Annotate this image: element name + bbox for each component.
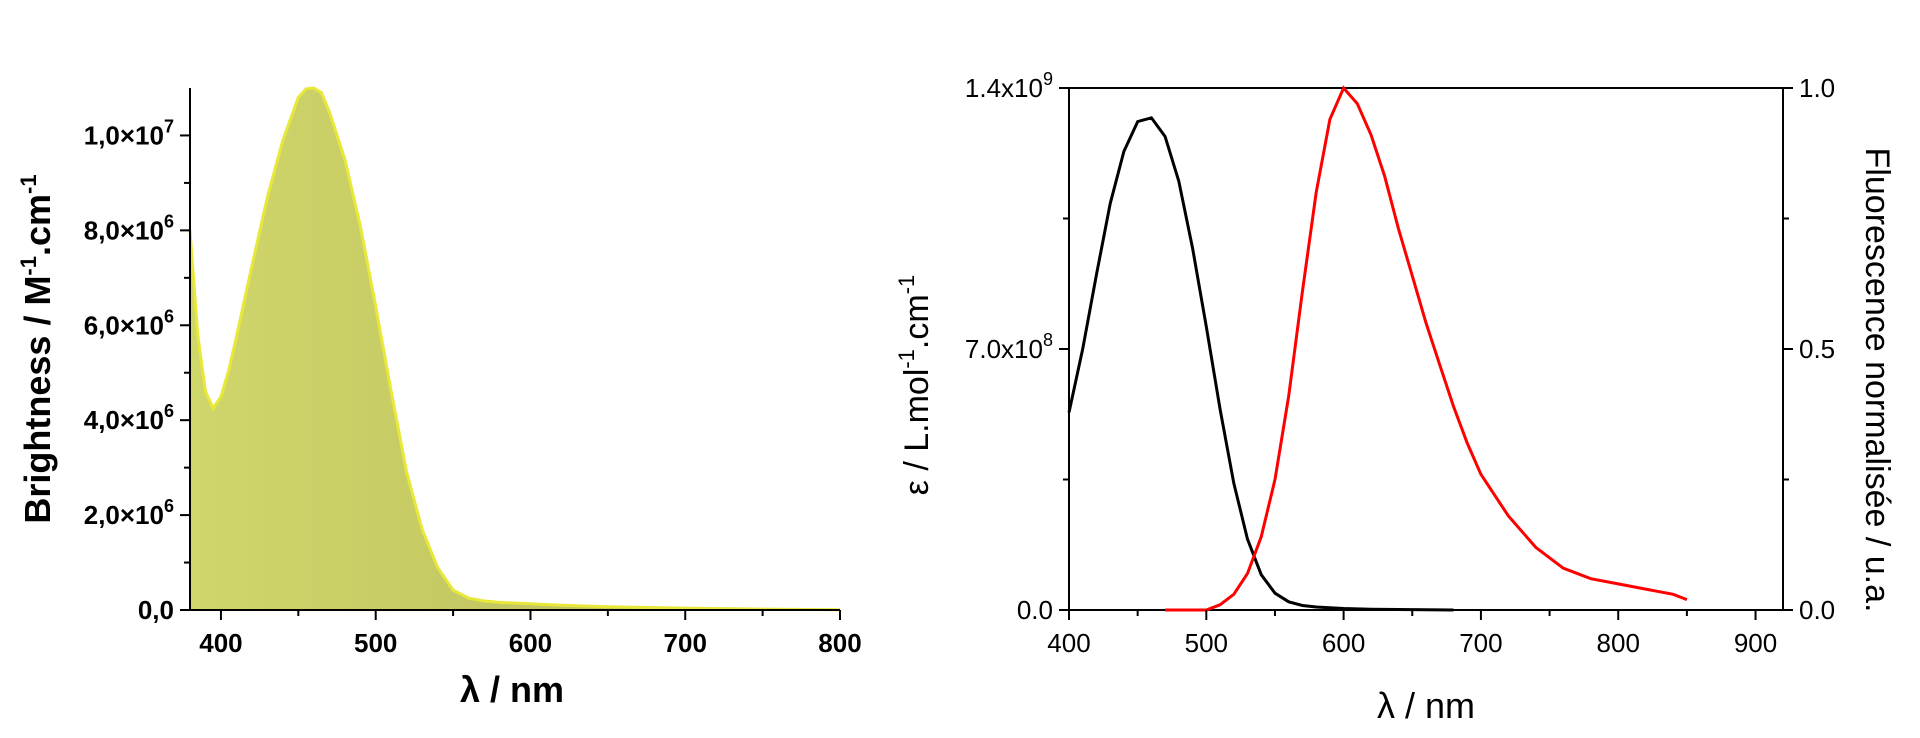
right-chart-frame [1068, 87, 1784, 611]
right-chart-x-axis-label: λ / nm [1377, 685, 1475, 726]
left-y-tick-label: 1,0×107 [84, 116, 174, 150]
fluorescence-curve [1165, 85, 1688, 612]
right-left-y-tick-label: 0.0 [1017, 595, 1053, 625]
left-chart-x-axis-label: λ / nm [460, 669, 564, 710]
right-left-y-tick-label: 7.0x108 [965, 330, 1053, 364]
left-y-tick-label: 2,0×106 [84, 496, 174, 530]
absorption-fluorescence-chart: 400 500 600 700 800 900 0.0 7.0x108 1.4x109 0.0… [894, 69, 1896, 726]
left-y-tick-label: 8,0×106 [84, 211, 174, 245]
right-chart-left-y-axis-label: ε / L.mol-1.cm-1 [894, 275, 936, 496]
left-y-tick-label: 4,0×106 [84, 401, 174, 435]
absorption-curve [1067, 116, 1454, 612]
left-x-tick-label: 500 [354, 628, 397, 658]
left-chart-y-axis-label: Brightness / M-1.cm-1 [16, 174, 58, 523]
left-x-tick-label: 800 [818, 628, 861, 658]
left-x-tick-label: 600 [509, 628, 552, 658]
right-x-tick-label: 500 [1185, 628, 1228, 658]
right-chart-right-y-axis-label: Fluorescence normalisée / u.a. [1858, 148, 1896, 613]
right-x-tick-label: 800 [1597, 628, 1640, 658]
left-y-tick-label: 0,0 [138, 595, 174, 625]
right-right-y-tick-label: 0.0 [1799, 595, 1835, 625]
right-x-tick-label: 400 [1047, 628, 1090, 658]
left-y-tick-label: 6,0×106 [84, 306, 174, 340]
left-x-tick-label: 700 [664, 628, 707, 658]
brightness-area-fill [190, 88, 840, 610]
right-x-tick-label: 600 [1322, 628, 1365, 658]
left-x-tick-label: 400 [199, 628, 242, 658]
right-x-tick-label: 700 [1459, 628, 1502, 658]
brightness-curve [188, 86, 841, 612]
right-x-tick-label: 900 [1734, 628, 1777, 658]
right-right-y-tick-label: 0.5 [1799, 334, 1835, 364]
right-left-y-tick-label: 1.4x109 [965, 69, 1053, 103]
brightness-chart: 400 500 600 700 800 0,0 2,0×106 4,0×106 6,0×106… [16, 86, 862, 710]
right-right-y-tick-label: 1.0 [1799, 73, 1835, 103]
